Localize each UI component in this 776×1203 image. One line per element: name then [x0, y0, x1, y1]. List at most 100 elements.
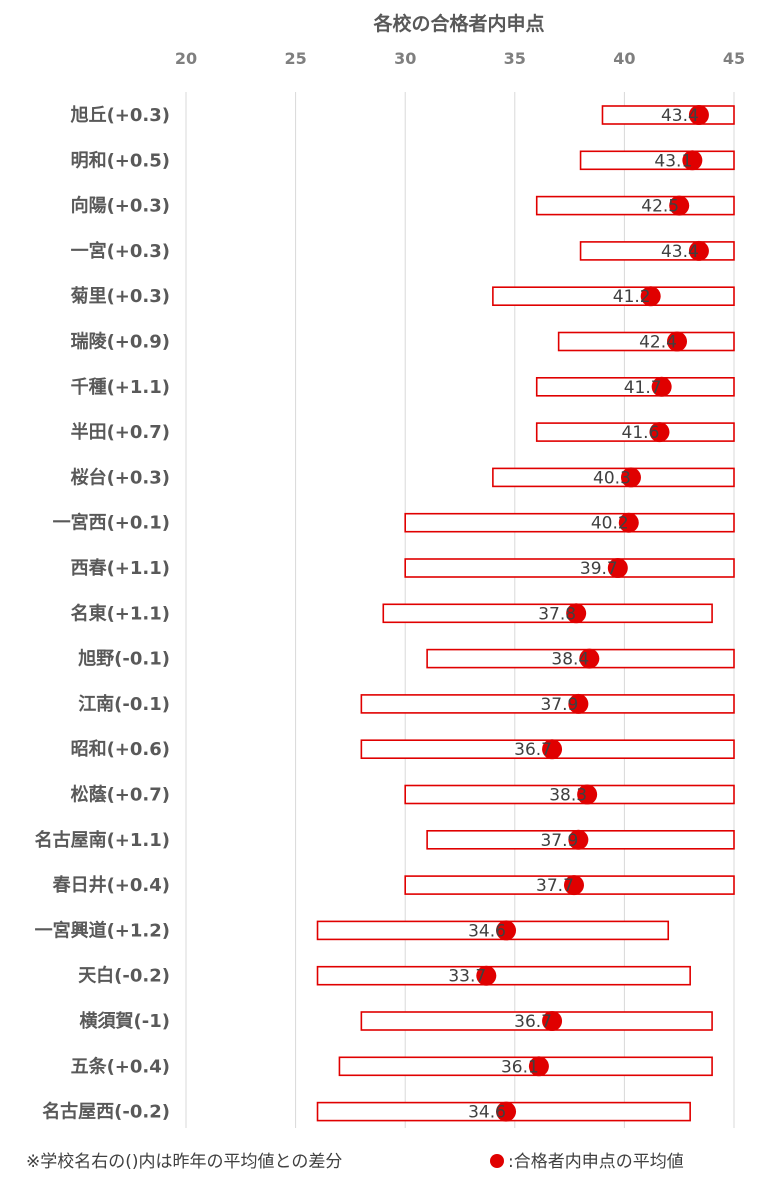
value-label: 43.4 — [661, 242, 699, 262]
category-label: 天白(-0.2) — [78, 965, 170, 987]
average-point — [640, 286, 661, 307]
value-label: 36.7 — [514, 740, 552, 760]
value-label: 42.5 — [641, 197, 679, 217]
category-label: 名東(+1.1) — [71, 602, 170, 624]
category-label: 菊里(+0.3) — [71, 285, 170, 307]
range-bar — [404, 512, 735, 533]
range-bar — [316, 965, 691, 986]
average-point — [620, 467, 641, 488]
value-label: 40.2 — [591, 514, 629, 534]
x-tick-label: 45 — [723, 49, 745, 68]
value-label: 43.1 — [654, 151, 692, 171]
average-point — [649, 422, 670, 443]
range-bar — [382, 603, 713, 624]
category-label: 一宮興道(+1.2) — [35, 919, 170, 941]
category-label: 横須賀(-1) — [80, 1010, 170, 1032]
range-bar — [404, 558, 735, 578]
average-point — [667, 331, 688, 352]
average-point — [496, 1101, 517, 1122]
average-point — [579, 648, 600, 669]
category-label: 桜台(+0.3) — [71, 466, 170, 488]
value-label: 37.9 — [540, 831, 578, 851]
x-tick-labels: 20 25 30 35 40 45 — [175, 49, 745, 68]
value-label: 34.6 — [468, 1103, 506, 1123]
category-label: 江南(-0.1) — [78, 693, 170, 715]
value-label: 41.2 — [613, 287, 651, 307]
range-bar — [360, 1011, 713, 1031]
average-point — [563, 875, 584, 896]
legend-label: :合格者内申点の平均値 — [508, 1152, 684, 1172]
category-label: 旭丘(+0.3) — [70, 104, 170, 126]
average-point — [607, 558, 628, 578]
x-tick-label: 40 — [613, 49, 635, 68]
value-label: 37.7 — [536, 876, 574, 896]
range-bar — [492, 286, 735, 307]
value-label: 36.7 — [514, 1012, 552, 1032]
range-bar — [316, 920, 670, 941]
range-bar — [492, 467, 735, 488]
value-label: 34.6 — [468, 921, 506, 941]
range-bar — [338, 1056, 713, 1077]
average-point — [682, 150, 703, 171]
category-label: 春日井(+0.4) — [53, 874, 170, 896]
category-label: 一宮(+0.3) — [71, 240, 170, 262]
value-label: 33.7 — [448, 967, 486, 987]
x-tick-label: 20 — [175, 49, 197, 68]
legend-marker — [490, 1154, 504, 1168]
category-label: 一宮西(+0.1) — [53, 512, 170, 534]
value-label: 37.8 — [538, 604, 576, 624]
category-labels: 旭丘(+0.3) 明和(+0.5) 向陽(+0.3) 一宮(+0.3) 菊里(+0.3)… — [35, 104, 170, 1123]
average-point — [688, 240, 709, 261]
x-tick-label: 35 — [504, 49, 526, 68]
average-point — [528, 1056, 549, 1077]
category-label: 名古屋西(-0.2) — [42, 1101, 170, 1123]
average-point — [542, 1011, 563, 1031]
category-label: 瑞陵(+0.9) — [71, 331, 170, 353]
range-bar — [535, 376, 735, 397]
category-label: 松蔭(+0.7) — [71, 784, 170, 806]
category-label: 半田(+0.7) — [71, 421, 170, 443]
x-tick-label: 25 — [284, 49, 306, 68]
range-bar — [535, 422, 735, 442]
category-label: 旭野(-0.1) — [77, 648, 170, 670]
average-point — [496, 920, 517, 941]
average-point — [476, 965, 497, 986]
average-point — [669, 195, 690, 216]
average-point — [577, 784, 598, 805]
value-label: 37.9 — [540, 695, 578, 715]
average-point — [568, 693, 589, 714]
average-point — [651, 376, 672, 397]
category-label: 名古屋南(+1.1) — [35, 829, 170, 851]
category-label: 昭和(+0.6) — [71, 739, 170, 760]
x-tick-label: 30 — [394, 49, 416, 68]
range-bar — [404, 784, 735, 805]
footnote: ※学校名右の()内は昨年の平均値との差分 — [26, 1152, 342, 1172]
value-label: 41.6 — [622, 423, 660, 443]
value-labels: 43.4 43.1 42.5 43.4 41.2 42.4 41.7 41.6 40.3 40.2… — [448, 106, 698, 1123]
average-point — [566, 603, 587, 624]
value-label: 40.3 — [593, 468, 631, 488]
value-label: 43.4 — [661, 106, 699, 126]
category-label: 千種(+1.1) — [71, 376, 170, 398]
category-label: 西春(+1.1) — [71, 557, 170, 579]
category-label: 五条(+0.4) — [71, 1055, 170, 1077]
average-point — [688, 105, 709, 125]
value-label: 42.4 — [639, 333, 677, 353]
category-label: 明和(+0.5) — [71, 150, 170, 171]
value-label: 38.4 — [551, 650, 589, 670]
chart-title: 各校の合格者内申点 — [372, 12, 544, 35]
value-label: 41.7 — [624, 378, 662, 398]
value-label: 39.7 — [580, 559, 618, 579]
range-bar — [557, 331, 735, 352]
range-bar — [579, 241, 735, 261]
category-label: 向陽(+0.3) — [71, 195, 170, 217]
range-bar — [535, 195, 735, 216]
average-point — [568, 829, 589, 850]
range-bar — [360, 694, 735, 714]
average-point — [618, 512, 639, 533]
average-points — [476, 105, 709, 1122]
average-point — [542, 739, 563, 760]
value-label: 38.3 — [549, 786, 587, 806]
value-label: 36.1 — [501, 1057, 539, 1077]
